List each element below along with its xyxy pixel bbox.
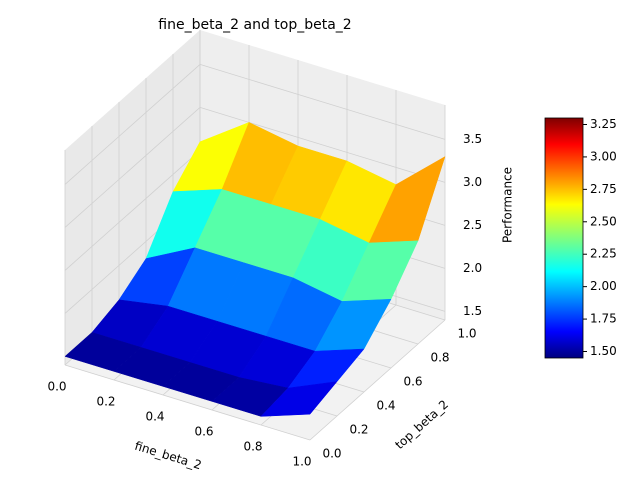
y-tick-label: 0.0 (322, 447, 341, 461)
surface-patch (260, 381, 338, 417)
y-tick-label: 0.2 (349, 423, 368, 437)
colorbar-tick-label: 2.25 (590, 247, 617, 261)
colorbar-tick-label: 3.00 (590, 149, 617, 163)
x-tick-label: 0.6 (194, 425, 213, 439)
colorbar-tick-label: 1.75 (590, 312, 617, 326)
colorbar-tick-label: 1.50 (590, 344, 617, 358)
grid-line (309, 319, 446, 441)
x-axis-label: fine_beta_2 (133, 439, 203, 473)
chart-title: fine_beta_2 and top_beta_2 (158, 17, 351, 33)
z-tick-label: 2.5 (463, 218, 482, 232)
y-tick-label: 1.0 (457, 327, 476, 341)
colorbar-tick-label: 2.50 (590, 214, 617, 228)
z-tick-label: 3.5 (463, 132, 482, 146)
y-axis-label: top_beta_2 (392, 397, 451, 452)
x-tick-label: 0.2 (96, 395, 115, 409)
colorbar-tick-label: 2.75 (590, 182, 617, 196)
grid-line (64, 364, 311, 441)
colorbar-tick-label: 2.00 (590, 279, 617, 293)
grid-line (64, 64, 201, 185)
colorbar (544, 117, 584, 359)
y-tick-label: 0.4 (376, 399, 395, 413)
y-tick-label: 0.8 (430, 351, 449, 365)
z-axis-label: Performance (501, 167, 515, 243)
z-tick-label: 1.5 (463, 304, 482, 318)
z-tick-label: 2.0 (463, 261, 482, 275)
x-tick-label: 0.4 (145, 410, 164, 424)
grid-line (64, 150, 201, 271)
grid-line (199, 64, 446, 140)
left-pane (65, 30, 200, 365)
colorbar-tick-label: 3.25 (590, 117, 617, 131)
y-tick-label: 0.6 (403, 375, 422, 389)
x-tick-label: 1.0 (292, 455, 311, 469)
grid-line (199, 107, 446, 183)
x-tick-label: 0.0 (47, 380, 66, 394)
x-tick-label: 0.8 (243, 440, 262, 454)
z-tick-label: 3.0 (463, 175, 482, 189)
grid-line (64, 107, 201, 228)
